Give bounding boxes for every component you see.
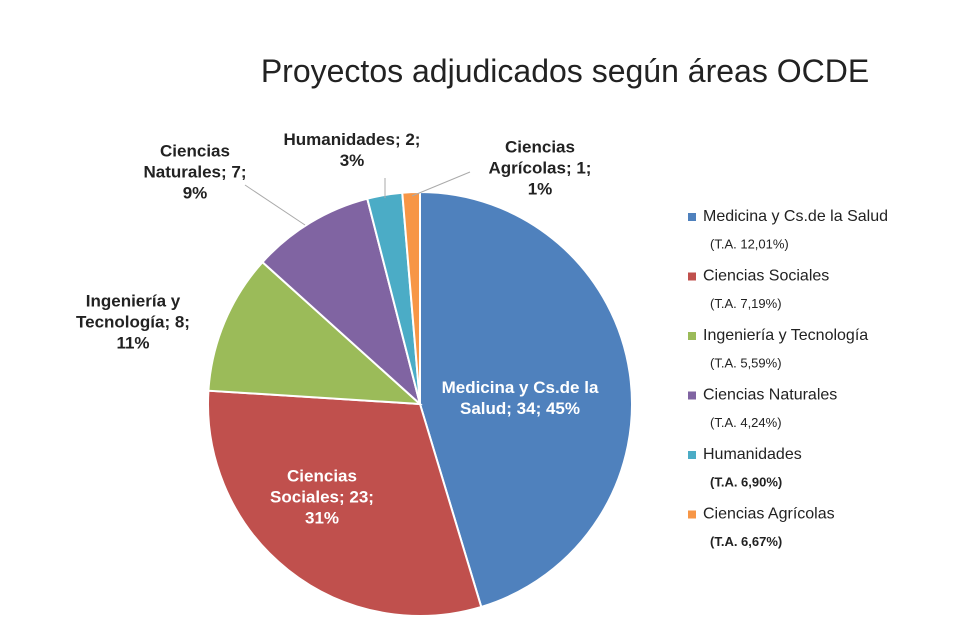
legend-swatch xyxy=(688,272,696,281)
legend-label: Ingeniería y Tecnología xyxy=(703,327,868,344)
legend-swatch xyxy=(688,510,696,519)
legend-swatch xyxy=(688,391,696,400)
legend-label: Ciencias Sociales xyxy=(703,268,829,285)
legend-note: (T.A. 6,90%) xyxy=(710,474,782,489)
data-label: Medicina y Cs.de la Salud; 34; 45% xyxy=(441,378,599,418)
legend-swatch xyxy=(688,213,696,221)
leader-line xyxy=(244,184,306,226)
data-label: Ingeniería y Tecnología; 8; 11% xyxy=(76,291,190,353)
leader-line xyxy=(411,171,471,197)
data-label: Humanidades; 2; 3% xyxy=(283,130,421,170)
chart-title: Proyectos adjudicados según áreas OCDE xyxy=(261,53,869,89)
legend-note: (T.A. 12,01%) xyxy=(710,236,789,251)
pie-slice xyxy=(401,190,421,405)
legend-label: Medicina y Cs.de la Salud xyxy=(703,208,888,225)
pie-slice xyxy=(207,389,483,617)
legend-swatch xyxy=(688,332,696,340)
legend-label: Ciencias Agrícolas xyxy=(703,506,835,523)
legend-label: Ciencias Naturales xyxy=(703,387,837,404)
data-label: Ciencias Sociales; 23; 31% xyxy=(270,466,374,528)
pie-slice xyxy=(419,190,633,609)
pie-slice xyxy=(207,260,423,406)
legend: Medicina y Cs.de la Salud (T.A. 12,01%) Ci… xyxy=(688,208,888,549)
pie-slice xyxy=(261,197,422,407)
legend-note: (T.A. 6,67%) xyxy=(710,534,782,549)
data-label: Ciencias Agrícolas; 1; 1% xyxy=(488,137,592,199)
pie xyxy=(207,190,633,617)
legend-label: Humanidades xyxy=(703,446,802,463)
legend-note: (T.A. 5,59%) xyxy=(710,355,782,370)
legend-note: (T.A. 7,19%) xyxy=(710,296,782,311)
data-label: Ciencias Naturales; 7; 9% xyxy=(143,141,247,203)
legend-note: (T.A. 4,24%) xyxy=(710,415,782,430)
legend-swatch xyxy=(688,451,696,459)
